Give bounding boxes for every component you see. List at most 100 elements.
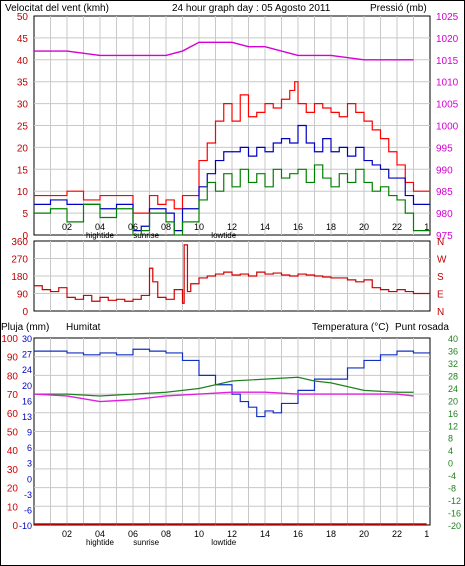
pressure-tick-label: 1015 — [436, 56, 459, 67]
temperature-tick-label: 24 — [448, 384, 458, 394]
x-tick-label: 12 — [227, 529, 237, 539]
pressure-line — [34, 41, 414, 61]
humidity-time-axis: 02 04 06 08 10 12 14 16 18 20 22 1 hightide sunrise lo… — [62, 529, 429, 547]
x-tick-label: 12 — [227, 222, 237, 232]
dew-point-line — [33, 391, 414, 403]
temperature-tick-label: -8 — [448, 484, 456, 494]
wind-tick-label: 5 — [22, 209, 28, 220]
rain-tick-label: -3 — [24, 490, 32, 500]
wind-tick-label: 45 — [17, 34, 29, 45]
humidity-label: Humitat — [66, 322, 101, 333]
temperature-tick-label: 4 — [448, 446, 453, 456]
pressure-tick-label: 1020 — [436, 34, 459, 45]
humidity-tick-label: 50 — [7, 428, 19, 439]
dew-point-label: Punt rosada — [395, 322, 449, 333]
pressure-label: Pressió (mb) — [370, 3, 427, 14]
wind-tick-label: 0 — [22, 231, 28, 242]
humidity-tick-label: 100 — [1, 334, 18, 345]
direction-tick-label: 360 — [11, 237, 28, 248]
compass-label: W — [437, 255, 447, 266]
temperature-tick-label: 12 — [448, 421, 458, 431]
temperature-tick-label: -16 — [448, 509, 461, 519]
wind-tick-label: 25 — [17, 122, 29, 133]
graph-title: 24 hour graph day : 05 Agosto 2011 — [172, 3, 331, 14]
pressure-tick-label: 1000 — [436, 122, 459, 133]
rain-tick-label: 9 — [27, 428, 32, 438]
event-label-sunrise: sunrise — [133, 231, 159, 240]
humidity-tick-label: 80 — [7, 371, 19, 382]
x-tick-label: 08 — [161, 222, 171, 232]
wind-tick-label: 35 — [17, 78, 29, 89]
pressure-tick-label: 1010 — [436, 78, 459, 89]
wind-average-line — [34, 124, 430, 232]
pressure-tick-label: 975 — [436, 231, 453, 242]
direction-series — [34, 244, 430, 304]
x-tick-label: 14 — [260, 222, 270, 232]
temperature-tick-label: -4 — [448, 471, 456, 481]
direction-tick-label: 180 — [11, 272, 28, 283]
x-tick-label: 16 — [293, 529, 303, 539]
rain-tick-label: 20 — [22, 381, 32, 391]
pressure-tick-label: 985 — [436, 187, 453, 198]
humidity-line — [34, 348, 430, 418]
pressure-tick-label: 1005 — [436, 100, 459, 111]
x-tick-label: 02 — [62, 222, 72, 232]
humidity-axis: 0 10 20 30 40 50 60 70 80 90 100 — [1, 334, 18, 532]
x-tick-label: 04 — [95, 529, 105, 539]
humidity-temp-series — [33, 348, 430, 525]
compass-label: N — [437, 307, 444, 318]
x-tick-label: 20 — [359, 529, 369, 539]
temperature-tick-label: 40 — [448, 334, 458, 344]
direction-line — [34, 244, 430, 304]
rain-label: Pluja (mm) — [1, 322, 49, 333]
direction-tick-label: 90 — [17, 290, 29, 301]
temperature-tick-label: 20 — [448, 396, 458, 406]
humidity-tick-label: 40 — [7, 446, 19, 457]
wind-tick-label: 50 — [17, 12, 29, 23]
wind-tick-label: 30 — [17, 100, 29, 111]
temperature-tick-label: 8 — [448, 434, 453, 444]
temperature-tick-label: 36 — [448, 346, 458, 356]
compass-label: S — [437, 272, 444, 283]
temperature-tick-label: -12 — [448, 496, 461, 506]
event-label-lowtide: lowtide — [211, 538, 236, 547]
rain-tick-label: 6 — [27, 443, 32, 453]
rain-tick-label: 24 — [22, 365, 32, 375]
x-tick-label: 18 — [326, 222, 336, 232]
wind-gust-line — [34, 81, 430, 214]
pressure-tick-label: 980 — [436, 209, 453, 220]
x-tick-label: 06 — [128, 529, 138, 539]
rain-tick-label: 30 — [22, 334, 32, 344]
compass-label: E — [437, 290, 444, 301]
temperature-label: Temperatura (°C) — [312, 322, 389, 333]
x-tick-label: 06 — [128, 222, 138, 232]
temperature-line — [34, 376, 414, 397]
humidity-tick-label: 20 — [7, 484, 19, 495]
x-tick-label: 04 — [95, 222, 105, 232]
x-tick-label: 16 — [293, 222, 303, 232]
humidity-tick-label: 90 — [7, 353, 19, 364]
rain-tick-label: 16 — [22, 396, 32, 406]
pressure-tick-label: 1025 — [436, 12, 459, 23]
rain-tick-label: 0 — [27, 474, 32, 484]
compass-label: N — [437, 237, 444, 248]
x-tick-label: 14 — [260, 529, 270, 539]
wind-speed-axis: 0 5 10 15 20 25 30 35 40 45 50 — [17, 12, 29, 242]
x-tick-label: 10 — [194, 222, 204, 232]
wind-time-axis: 02 04 06 08 10 12 14 16 18 20 22 1 hightide sunrise lo… — [62, 222, 429, 240]
humidity-tick-label: 0 — [12, 521, 18, 532]
pressure-tick-label: 990 — [436, 165, 453, 176]
rain-tick-label: 3 — [27, 459, 32, 469]
rain-tick-label: -6 — [24, 505, 32, 515]
rain-axis: -10 -6 -3 0 3 6 9 13 16 20 24 27 30 — [19, 334, 32, 531]
rain-tick-label: 13 — [22, 412, 32, 422]
temperature-tick-label: 0 — [448, 459, 453, 469]
pressure-tick-label: 995 — [436, 143, 453, 154]
x-tick-label: 08 — [161, 529, 171, 539]
x-tick-label: 22 — [392, 529, 402, 539]
humidity-tick-label: 60 — [7, 409, 19, 420]
x-tick-label: 22 — [392, 222, 402, 232]
